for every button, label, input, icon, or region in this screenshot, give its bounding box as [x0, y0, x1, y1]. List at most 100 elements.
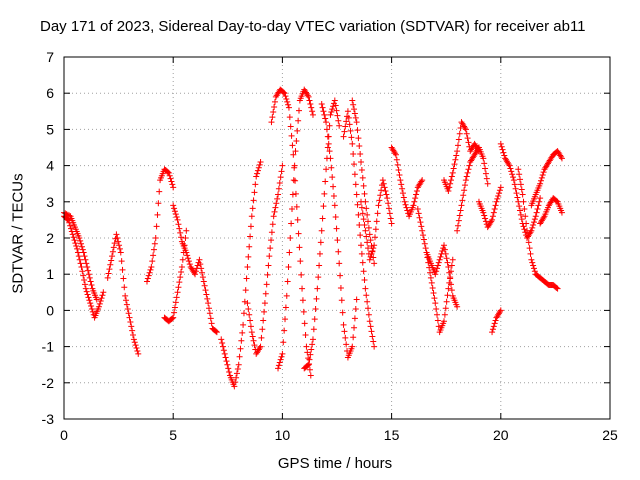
data-point [347, 127, 354, 134]
data-point [258, 334, 265, 341]
data-point [434, 262, 441, 269]
data-point [358, 158, 365, 165]
data-point [351, 315, 358, 322]
data-point [449, 256, 456, 263]
data-point [232, 379, 239, 386]
data-point [171, 208, 178, 215]
data-point [419, 177, 426, 184]
data-point [526, 245, 533, 252]
data-point [148, 263, 155, 270]
data-point [254, 170, 261, 177]
data-point [151, 240, 158, 247]
data-point [448, 287, 455, 294]
data-point [330, 103, 337, 110]
data-point [355, 135, 362, 142]
data-point [327, 155, 334, 162]
data-point [183, 249, 190, 256]
data-point [535, 202, 542, 209]
data-point [427, 269, 434, 276]
data-point [533, 209, 540, 216]
data-point [240, 310, 247, 317]
data-point [156, 188, 163, 195]
data-point [285, 263, 292, 270]
data-point [453, 152, 460, 159]
data-point [307, 372, 314, 379]
data-point [358, 204, 365, 211]
data-point [273, 200, 280, 207]
data-point [510, 174, 517, 181]
data-point [69, 231, 76, 238]
data-point [116, 245, 123, 252]
data-point [374, 210, 381, 217]
data-point [108, 257, 115, 264]
data-point [343, 341, 350, 348]
data-point [524, 233, 531, 240]
data-point [464, 169, 471, 176]
data-point [130, 332, 137, 339]
data-point [529, 259, 536, 266]
data-point [281, 90, 288, 97]
data-point [316, 262, 323, 269]
data-point [455, 217, 462, 224]
data-point [269, 221, 276, 228]
data-point [434, 317, 441, 324]
data-point [522, 213, 529, 220]
data-point [480, 209, 487, 216]
data-point [269, 114, 276, 121]
data-point [147, 266, 154, 273]
data-points [61, 86, 565, 390]
data-point [257, 158, 264, 165]
data-point [309, 111, 316, 118]
data-point [506, 162, 513, 169]
data-point [62, 210, 69, 217]
data-point [74, 245, 81, 252]
data-point [183, 227, 190, 234]
data-point [289, 191, 296, 198]
data-point [311, 316, 318, 323]
data-point [482, 165, 489, 172]
data-point [172, 299, 179, 306]
data-point [244, 263, 251, 270]
data-point [174, 289, 181, 296]
y-tick-label: 3 [46, 194, 54, 210]
data-point [171, 304, 178, 311]
data-point [123, 297, 130, 304]
data-point [289, 142, 296, 149]
data-point [233, 370, 240, 377]
data-point [365, 305, 372, 312]
data-point [245, 253, 252, 260]
data-point [350, 334, 357, 341]
data-point [332, 214, 339, 221]
data-point [481, 212, 488, 219]
data-point [242, 287, 249, 294]
data-point [255, 164, 262, 171]
data-point [337, 272, 344, 279]
data-point [447, 275, 454, 282]
data-point [461, 182, 468, 189]
data-point [428, 279, 435, 286]
data-point [369, 248, 376, 255]
data-point [372, 226, 379, 233]
data-point [442, 250, 449, 257]
data-point [380, 180, 387, 187]
data-point [301, 320, 308, 327]
data-point [398, 181, 405, 188]
grid [64, 57, 610, 419]
data-point [249, 205, 256, 212]
data-point [361, 190, 368, 197]
data-point [419, 227, 426, 234]
data-point [114, 235, 121, 241]
data-point [337, 284, 344, 291]
data-point [359, 210, 366, 217]
data-point [367, 253, 374, 260]
data-point [359, 174, 366, 181]
data-point [177, 274, 184, 281]
data-point [399, 190, 406, 197]
data-point [81, 281, 88, 288]
data-point [364, 211, 371, 218]
data-point [235, 361, 242, 368]
y-tick-label: 2 [46, 230, 54, 246]
data-point [537, 177, 544, 184]
data-point [268, 237, 275, 244]
y-tick-label: 6 [46, 85, 54, 101]
